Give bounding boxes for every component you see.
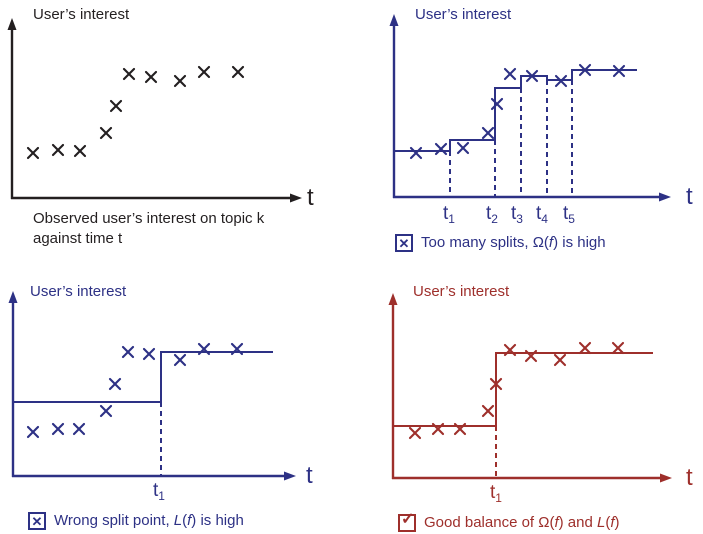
plot-geometry bbox=[7, 14, 672, 483]
figure-canvas: { "colors": { "black": "#231f20", "navy"… bbox=[7, 6, 693, 532]
